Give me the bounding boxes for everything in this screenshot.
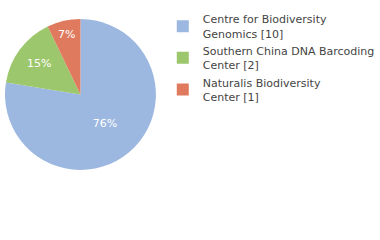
svg-text:Naturalis BiodiversityCenter [: Naturalis BiodiversityCenter [1] [203, 77, 321, 104]
svg-text:Southern China DNA BarcodingCe: Southern China DNA BarcodingCenter [2] [203, 45, 375, 72]
svg-text:7%: 7% [58, 28, 75, 41]
svg-text:Centre for BiodiversityGenomic: Centre for BiodiversityGenomics [10] [203, 13, 327, 40]
svg-text:76%: 76% [93, 117, 117, 130]
svg-text:15%: 15% [27, 57, 51, 70]
